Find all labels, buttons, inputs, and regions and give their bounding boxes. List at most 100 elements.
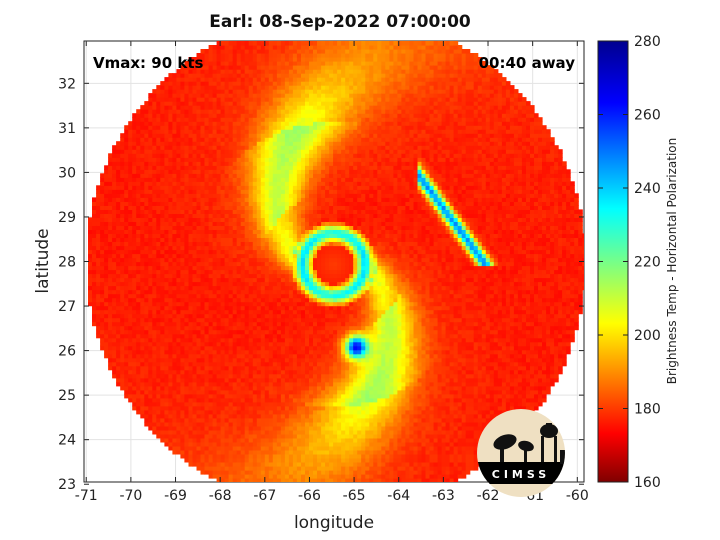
swath-pixel xyxy=(176,397,181,403)
swath-pixel xyxy=(296,149,302,154)
swath-pixel xyxy=(228,293,234,299)
swath-pixel xyxy=(301,277,306,283)
swath-pixel xyxy=(216,233,222,238)
swath-pixel xyxy=(152,365,157,371)
swath-pixel xyxy=(224,197,230,202)
swath-pixel xyxy=(152,113,157,118)
swath-pixel xyxy=(272,429,278,435)
swath-pixel xyxy=(156,373,161,379)
swath-pixel xyxy=(212,417,218,423)
swath-pixel xyxy=(180,113,185,118)
swath-pixel xyxy=(196,185,202,190)
swath-pixel xyxy=(292,421,298,427)
swath-pixel xyxy=(92,321,97,327)
swath-pixel xyxy=(248,389,254,395)
swath-pixel xyxy=(252,349,258,355)
swath-pixel xyxy=(260,245,266,251)
swath-pixel xyxy=(92,229,97,234)
swath-pixel xyxy=(244,325,250,331)
swath-pixel xyxy=(268,181,274,186)
swath-pixel xyxy=(176,185,181,190)
swath-pixel xyxy=(216,57,222,62)
swath-pixel xyxy=(192,373,198,379)
swath-pixel xyxy=(140,273,145,279)
swath-pixel xyxy=(120,145,125,150)
swath-pixel xyxy=(256,341,262,347)
swath-pixel xyxy=(192,321,198,327)
swath-pixel xyxy=(172,233,177,238)
swath-pixel xyxy=(252,225,258,230)
swath-pixel xyxy=(204,93,210,98)
swath-pixel xyxy=(232,73,238,78)
swath-pixel xyxy=(301,125,306,130)
swath-pixel xyxy=(301,73,306,78)
swath-pixel xyxy=(144,401,149,407)
swath-pixel xyxy=(224,317,230,323)
swath-pixel xyxy=(276,125,282,130)
swath-pixel xyxy=(272,137,278,142)
swath-pixel xyxy=(200,341,206,347)
swath-pixel xyxy=(252,213,258,218)
swath-pixel xyxy=(260,313,266,319)
swath-pixel xyxy=(208,289,214,295)
swath-pixel xyxy=(268,85,274,90)
swath-pixel xyxy=(224,269,230,275)
swath-pixel xyxy=(264,73,270,78)
swath-pixel xyxy=(184,129,189,134)
swath-pixel xyxy=(272,45,278,50)
swath-pixel xyxy=(264,345,270,351)
swath-pixel xyxy=(280,313,286,319)
swath-pixel xyxy=(268,209,274,214)
swath-pixel xyxy=(172,281,177,287)
swath-pixel xyxy=(248,409,254,415)
swath-pixel xyxy=(216,309,222,315)
swath-pixel xyxy=(284,165,290,170)
swath-pixel xyxy=(220,125,226,130)
swath-pixel xyxy=(301,101,306,106)
swath-pixel xyxy=(256,417,262,423)
swath-pixel xyxy=(212,125,218,130)
swath-pixel xyxy=(100,313,105,319)
swath-pixel xyxy=(132,337,137,343)
swath-pixel xyxy=(200,369,206,375)
swath-pixel xyxy=(216,297,222,303)
swath-pixel xyxy=(144,313,149,319)
swath-pixel xyxy=(180,349,185,355)
swath-pixel xyxy=(252,85,258,90)
swath-pixel xyxy=(244,433,250,439)
swath-pixel xyxy=(108,313,113,319)
swath-pixel xyxy=(192,409,198,415)
swath-pixel xyxy=(140,141,145,146)
swath-pixel xyxy=(301,69,306,74)
swath-pixel xyxy=(276,257,282,263)
swath-pixel xyxy=(140,201,145,206)
swath-pixel xyxy=(256,229,262,234)
swath-pixel xyxy=(140,329,145,335)
swath-pixel xyxy=(92,213,97,218)
swath-pixel xyxy=(176,437,181,443)
swath-pixel xyxy=(148,361,153,367)
swath-pixel xyxy=(212,277,218,283)
swath-pixel xyxy=(268,273,274,279)
swath-pixel xyxy=(240,145,246,150)
swath-pixel xyxy=(196,265,202,271)
swath-pixel xyxy=(172,385,177,391)
swath-pixel xyxy=(301,478,306,482)
swath-pixel xyxy=(296,137,302,142)
swath-pixel xyxy=(180,305,185,311)
swath-pixel xyxy=(160,333,165,339)
swath-pixel xyxy=(188,149,194,154)
swath-pixel xyxy=(228,429,234,435)
swath-pixel xyxy=(188,301,194,307)
swath-pixel xyxy=(116,269,121,275)
swath-pixel xyxy=(272,329,278,335)
swath-pixel xyxy=(180,117,185,122)
swath-pixel xyxy=(120,209,125,214)
swath-pixel xyxy=(236,249,242,255)
swath-pixel xyxy=(208,117,214,122)
swath-pixel xyxy=(212,285,218,291)
swath-pixel xyxy=(268,341,274,347)
swath-pixel xyxy=(192,101,198,106)
swath-pixel xyxy=(272,462,278,467)
swath-pixel xyxy=(260,462,266,467)
